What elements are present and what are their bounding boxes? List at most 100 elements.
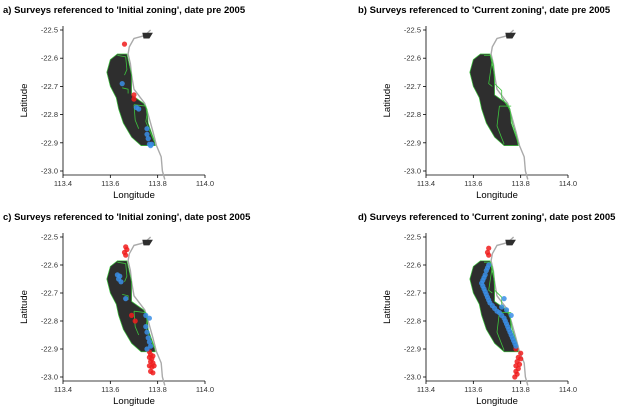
blue-survey-point [149,141,155,147]
x-axis-label: Longitude [476,396,518,407]
zone-boundary [496,312,505,351]
y-tick-label: -22.8 [404,110,421,119]
blue-survey-point [146,339,152,345]
y-axis-label: Latitude [382,290,393,324]
red-survey-point [486,252,492,258]
island-shape [505,32,516,39]
x-tick-label: 113.4 [54,179,72,188]
panel-d: d) Surveys referenced to 'Current zoning… [358,212,616,407]
zone-boundary [117,55,128,76]
coastline [127,29,166,180]
red-survey-point [131,92,137,98]
blue-survey-point [144,329,150,335]
y-tick-label: -22.7 [404,82,421,91]
red-survey-point [150,353,156,359]
zone-boundary [484,261,519,351]
red-survey-point [121,41,128,47]
panel-a: a) Surveys referenced to 'Initial zoning… [3,5,246,201]
zone-boundary [496,106,505,145]
zone-boundary [133,311,140,336]
blue-survey-point [136,106,142,112]
x-axis-label: Longitude [476,190,518,201]
y-axis-label: Latitude [19,84,30,118]
red-survey-point [129,312,135,318]
red-survey-point [518,350,524,356]
x-tick-label: 113.6 [101,179,119,188]
x-tick-label: 113.8 [512,385,530,394]
y-tick-label: -22.5 [404,233,421,242]
blue-survey-point [501,296,507,302]
x-tick-label: 113.4 [417,179,435,188]
y-tick-label: -22.9 [404,345,421,354]
reef-shape [469,53,519,146]
red-survey-point [486,245,492,251]
red-survey-point [150,370,156,376]
red-survey-point [132,318,138,324]
blue-survey-point [145,335,151,341]
blue-survey-point [513,343,519,349]
panel-title: d) Surveys referenced to 'Current zoning… [358,212,616,223]
blue-survey-point [143,324,149,330]
blue-survey-point [148,343,154,349]
y-tick-label: -22.8 [41,317,58,326]
red-survey-point [131,96,137,102]
y-tick-label: -22.8 [404,317,421,326]
panel-b: b) Surveys referenced to 'Current zoning… [358,5,611,201]
zone-boundary [133,104,140,129]
x-tick-label: 114.0 [196,385,214,394]
x-tick-label: 113.8 [149,179,167,188]
panel-c: c) Surveys referenced to 'Initial zoning… [3,212,251,407]
blue-survey-point [508,312,514,318]
panel-title: c) Surveys referenced to 'Initial zoning… [3,212,251,223]
blue-survey-point [118,279,124,285]
x-tick-label: 113.6 [464,179,482,188]
y-tick-label: -22.5 [404,26,421,35]
zone-boundary [488,59,493,87]
y-tick-label: -22.6 [404,54,421,63]
red-survey-point [123,252,129,258]
island-shape [142,239,153,246]
blue-survey-point [483,268,489,274]
y-tick-label: -22.6 [41,54,58,63]
x-tick-label: 113.6 [464,385,482,394]
zone-boundary [484,55,519,145]
blue-survey-point [143,312,149,318]
y-tick-label: -23.0 [404,167,421,176]
red-survey-point [518,356,524,362]
coastline [127,236,166,386]
blue-survey-point [119,81,125,87]
zone-boundary [133,310,155,348]
y-tick-label: -22.7 [41,289,58,298]
y-tick-label: -22.6 [41,261,58,270]
y-tick-label: -22.7 [404,289,421,298]
blue-survey-point [499,304,505,310]
x-tick-label: 113.8 [149,385,167,394]
x-tick-label: 114.0 [196,179,214,188]
panel-title: b) Surveys referenced to 'Current zoning… [358,5,611,16]
y-tick-label: -22.5 [41,26,58,35]
x-tick-label: 113.8 [512,179,530,188]
y-tick-label: -22.9 [41,138,58,147]
x-tick-label: 114.0 [559,179,577,188]
blue-survey-point [123,296,129,302]
x-tick-label: 114.0 [559,385,577,394]
y-axis-label: Latitude [382,84,393,118]
blue-survey-point [503,307,510,313]
x-tick-label: 113.4 [417,385,435,394]
zone-boundary [117,261,128,282]
blue-survey-point [146,315,152,321]
red-survey-point [512,374,518,380]
x-axis-label: Longitude [113,396,155,407]
y-tick-label: -22.9 [404,138,421,147]
panel-title: a) Surveys referenced to 'Initial zoning… [3,5,246,16]
y-tick-label: -22.8 [41,110,58,119]
blue-survey-point [144,346,150,352]
red-survey-point [151,363,157,369]
blue-survey-point [144,126,150,132]
x-tick-label: 113.4 [54,385,72,394]
blue-survey-point [145,136,151,142]
y-tick-label: -23.0 [41,167,58,176]
y-tick-label: -22.5 [41,233,58,242]
blue-survey-point [144,131,150,137]
